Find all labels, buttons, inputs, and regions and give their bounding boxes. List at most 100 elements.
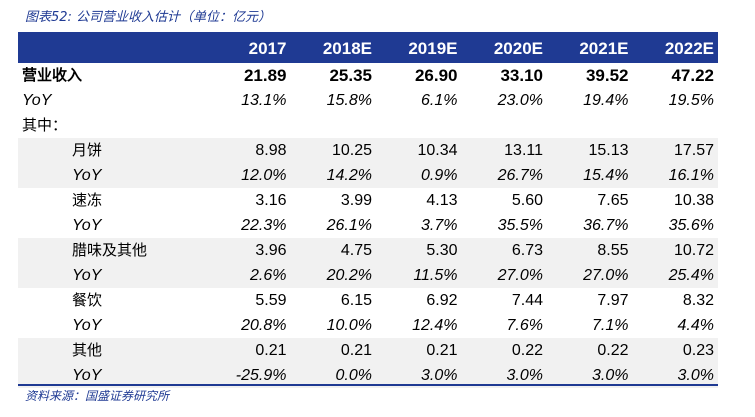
- table-cell: 19.5%: [668, 92, 714, 109]
- table-row-of-which: 其中：: [18, 113, 718, 138]
- header-row: 2017 2018E 2019E 2020E 2021E 2022E: [18, 34, 718, 63]
- table-cell: 14.2%: [290, 163, 376, 188]
- table-cell: 22.3%: [241, 217, 287, 234]
- row-label: YoY: [18, 163, 205, 188]
- table-cell: 8.55: [547, 238, 633, 263]
- table-cell: 0.9%: [376, 163, 462, 188]
- table-cell: 26.1%: [326, 217, 372, 234]
- table-cell: 7.44: [511, 292, 543, 309]
- row-label: 腊味及其他: [18, 238, 205, 263]
- table-cell: 13.1%: [241, 92, 287, 109]
- bottom-rule: [18, 384, 718, 386]
- table-cell: 10.25: [290, 138, 376, 163]
- table-cell: 11.5%: [376, 263, 462, 288]
- header-year: 2021E: [547, 34, 633, 63]
- table-cell: 0.22: [461, 338, 547, 363]
- table-cell: 7.65: [597, 192, 629, 209]
- table-cell: 5.59: [255, 292, 287, 309]
- figure-caption: 图表52: 公司营业收入估计（单位：亿元）: [25, 10, 272, 25]
- table-cell: [547, 113, 633, 138]
- table-cell: 12.0%: [205, 163, 291, 188]
- table-cell: 6.92: [426, 292, 458, 309]
- table-cell: 26.7%: [461, 163, 547, 188]
- table-cell: 25.35: [329, 66, 372, 85]
- table-cell: 25.4%: [632, 263, 718, 288]
- table-cell: [376, 113, 462, 138]
- table-cell: 3.0%: [376, 363, 462, 388]
- table-cell: 35.6%: [668, 217, 714, 234]
- table-cell: 4.4%: [677, 317, 714, 334]
- table-cell: 7.97: [597, 292, 629, 309]
- table-cell: 16.1%: [632, 163, 718, 188]
- table-cell: 0.0%: [290, 363, 376, 388]
- table-cell: 20.2%: [290, 263, 376, 288]
- table-row-yoy: YoY -25.9% 0.0% 3.0% 3.0% 3.0% 3.0%: [18, 363, 718, 388]
- table-cell: 17.57: [632, 138, 718, 163]
- table-row-cured-meat-and-other: 腊味及其他 3.96 4.75 5.30 6.73 8.55 10.72: [18, 238, 718, 263]
- table-cell: 20.8%: [241, 317, 287, 334]
- table-cell: 4.13: [426, 192, 458, 209]
- table-cell: 15.8%: [326, 92, 372, 109]
- table-cell: [633, 113, 719, 138]
- table-cell: 0.21: [205, 338, 291, 363]
- table-row-frozen: 速冻 3.16 3.99 4.13 5.60 7.65 10.38: [18, 188, 718, 213]
- table-cell: [205, 113, 291, 138]
- table-cell: 27.0%: [461, 263, 547, 288]
- table-cell: 19.4%: [583, 92, 629, 109]
- table-cell: 3.99: [340, 192, 372, 209]
- table-cell: 3.0%: [632, 363, 718, 388]
- table-cell: 10.34: [376, 138, 462, 163]
- table-cell: 7.1%: [592, 317, 629, 334]
- table-cell: 5.30: [376, 238, 462, 263]
- table-row-yoy: YoY 20.8% 10.0% 12.4% 7.6% 7.1% 4.4%: [18, 313, 718, 338]
- table-cell: [291, 113, 377, 138]
- table-cell: 0.21: [290, 338, 376, 363]
- table-cell: 7.6%: [506, 317, 543, 334]
- table-cell: 3.0%: [547, 363, 633, 388]
- table-cell: 5.60: [511, 192, 543, 209]
- table-cell: 15.13: [547, 138, 633, 163]
- row-label: 其他: [18, 338, 205, 363]
- table-cell: 36.7%: [583, 217, 629, 234]
- table-row-yoy: YoY 22.3% 26.1% 3.7% 35.5% 36.7% 35.6%: [18, 213, 718, 238]
- header-year: 2019E: [376, 34, 462, 63]
- table-cell: 13.11: [461, 138, 547, 163]
- table-row-catering: 餐饮 5.59 6.15 6.92 7.44 7.97 8.32: [18, 288, 718, 313]
- table-cell: 0.21: [376, 338, 462, 363]
- table-cell: 6.1%: [421, 92, 458, 109]
- row-label: YoY: [18, 363, 205, 388]
- table-row-yoy: YoY 12.0% 14.2% 0.9% 26.7% 15.4% 16.1%: [18, 163, 718, 188]
- table-cell: 2.6%: [205, 263, 291, 288]
- table-cell: 6.15: [340, 292, 372, 309]
- top-rule: [18, 32, 718, 34]
- table-cell: 3.16: [255, 192, 287, 209]
- row-label: YoY: [72, 317, 102, 334]
- table-cell: 10.72: [632, 238, 718, 263]
- table-cell: 8.98: [205, 138, 291, 163]
- row-label: YoY: [72, 217, 102, 234]
- table-cell: 21.89: [243, 66, 287, 85]
- table-cell: 0.22: [547, 338, 633, 363]
- table-cell: 47.22: [671, 66, 714, 85]
- table-cell: -25.9%: [205, 363, 291, 388]
- table-cell: 10.38: [673, 192, 714, 209]
- table-cell: 4.75: [290, 238, 376, 263]
- revenue-estimate-table: 2017 2018E 2019E 2020E 2021E 2022E 营业收入 …: [18, 34, 718, 388]
- row-label: 营业收入: [22, 66, 83, 84]
- source-note: 资料来源：国盛证券研究所: [25, 389, 170, 403]
- header-year: 2017: [205, 34, 291, 63]
- table-cell: 0.23: [632, 338, 718, 363]
- table-cell: 3.0%: [461, 363, 547, 388]
- header-corner: [18, 34, 205, 63]
- row-label: YoY: [18, 263, 205, 288]
- table-row-total-revenue: 营业收入 21.89 25.35 26.90 33.10 39.52 47.22: [18, 63, 718, 88]
- table-cell: 3.96: [205, 238, 291, 263]
- table-row-yoy: YoY 13.1% 15.8% 6.1% 23.0% 19.4% 19.5%: [18, 88, 718, 113]
- table-cell: [462, 113, 548, 138]
- header-year: 2020E: [461, 34, 547, 63]
- header-year: 2018E: [290, 34, 376, 63]
- table-row-mooncake: 月饼 8.98 10.25 10.34 13.11 15.13 17.57: [18, 138, 718, 163]
- table-cell: 39.52: [585, 66, 629, 85]
- row-label: 其中：: [22, 116, 68, 134]
- table-row-yoy: YoY 2.6% 20.2% 11.5% 27.0% 27.0% 25.4%: [18, 263, 718, 288]
